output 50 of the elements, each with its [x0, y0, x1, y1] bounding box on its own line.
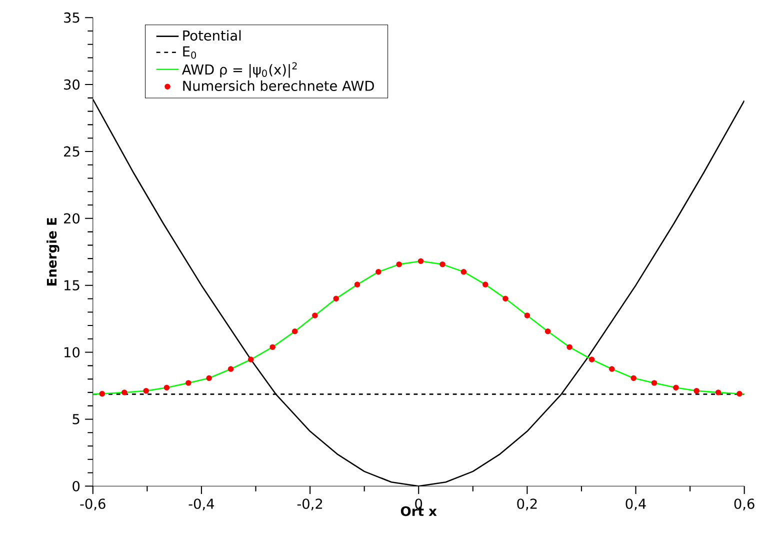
point [164, 384, 170, 391]
x-tick-label: 0,2 [517, 498, 537, 510]
point [715, 390, 722, 396]
point [440, 262, 446, 268]
point [651, 380, 658, 386]
point [206, 375, 212, 382]
point [354, 282, 360, 288]
point [418, 258, 424, 264]
y-tick-label: 15 [64, 280, 80, 291]
x-tick-label: -0,6 [80, 498, 106, 510]
point [588, 356, 595, 362]
point [186, 380, 192, 386]
y-tick-label: 30 [64, 79, 80, 90]
point [228, 366, 234, 372]
legend-label: Potential [183, 30, 241, 41]
legend-label: E$_{0}$ [183, 46, 196, 59]
point [396, 262, 402, 268]
point [736, 391, 742, 397]
point [694, 388, 700, 394]
y-tick-label: 10 [64, 347, 80, 358]
point [609, 366, 615, 372]
x-tick-label: 0,4 [626, 498, 646, 510]
x-tick-label: 0,6 [734, 498, 754, 510]
point [312, 312, 318, 318]
point [524, 312, 530, 318]
x-tick-label: -0,4 [188, 498, 214, 510]
point [333, 296, 339, 302]
x-tick-label: -0,2 [297, 498, 322, 510]
y-tick-label: 0 [72, 481, 80, 492]
point [376, 269, 382, 275]
y-tick-label: 20 [64, 213, 80, 224]
point [270, 344, 276, 350]
point [566, 344, 572, 350]
point [122, 390, 128, 396]
point [143, 388, 149, 394]
y-axis-title: Energie E [46, 218, 60, 286]
point [502, 296, 508, 302]
legend-label: AWD ρ = |ψ$_{0}$(x)|$^{2}$ [182, 62, 297, 78]
point [544, 328, 551, 334]
point [99, 391, 105, 397]
point [292, 328, 298, 334]
point [460, 269, 467, 275]
y-tick-label: 25 [64, 146, 80, 157]
point [630, 375, 636, 382]
legend-label: Numersich berechnete AWD [183, 80, 374, 92]
y-tick-label: 5 [72, 414, 80, 424]
y-tick-label: 35 [64, 12, 80, 23]
point [248, 356, 254, 362]
point [482, 282, 488, 288]
point [673, 384, 679, 391]
